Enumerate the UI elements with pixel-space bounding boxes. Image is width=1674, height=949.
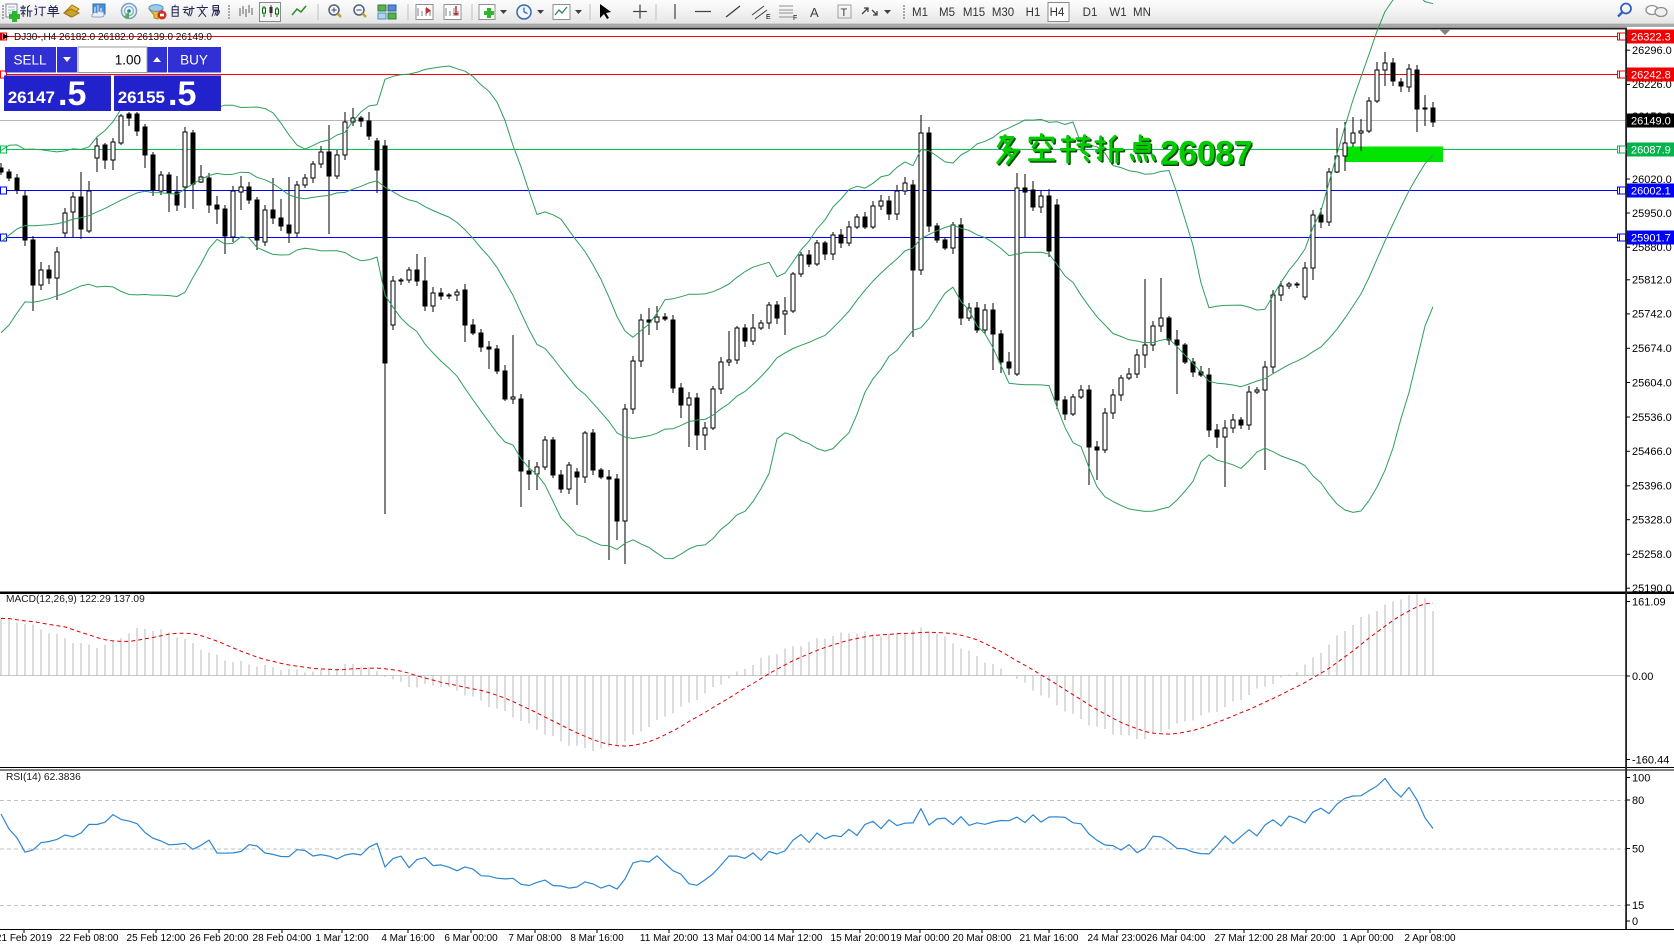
svg-text:2 Apr 08:00: 2 Apr 08:00 xyxy=(1404,933,1456,944)
svg-text:15: 15 xyxy=(1632,900,1644,912)
svg-text:0: 0 xyxy=(1632,916,1638,928)
svg-text:-160.44: -160.44 xyxy=(1632,754,1669,766)
svg-text:25880.0: 25880.0 xyxy=(1632,242,1672,254)
svg-text:8 Mar 16:00: 8 Mar 16:00 xyxy=(570,933,624,944)
svg-text:100: 100 xyxy=(1632,772,1650,784)
svg-text:26149.0: 26149.0 xyxy=(1631,116,1671,128)
svg-text:26 Feb 20:00: 26 Feb 20:00 xyxy=(190,933,249,944)
svg-text:4 Mar 16:00: 4 Mar 16:00 xyxy=(381,933,435,944)
svg-text:24 Mar 23:00: 24 Mar 23:00 xyxy=(1088,933,1147,944)
svg-text:H1: H1 xyxy=(1026,7,1041,19)
svg-text:SELL: SELL xyxy=(13,53,47,68)
svg-text:1.00: 1.00 xyxy=(115,53,141,68)
svg-text:E: E xyxy=(766,14,771,21)
svg-text:26087: 26087 xyxy=(1162,136,1254,174)
svg-text:26020.0: 26020.0 xyxy=(1632,174,1672,186)
svg-text:H4: H4 xyxy=(1050,7,1065,19)
svg-text:M30: M30 xyxy=(992,7,1014,19)
svg-text:26087: 26087 xyxy=(1160,135,1252,173)
svg-text:25328.0: 25328.0 xyxy=(1632,515,1672,527)
svg-text:25674.0: 25674.0 xyxy=(1632,343,1672,355)
svg-text:50: 50 xyxy=(1632,843,1644,855)
svg-text:25190.0: 25190.0 xyxy=(1632,583,1672,595)
svg-text:D1: D1 xyxy=(1083,7,1098,19)
svg-text:161.09: 161.09 xyxy=(1632,596,1666,608)
svg-text:26002.1: 26002.1 xyxy=(1631,186,1671,198)
svg-text:F: F xyxy=(793,15,797,22)
svg-text:25536.0: 25536.0 xyxy=(1632,412,1672,424)
svg-text:MACD(12,26,9) 122.29 137.09: MACD(12,26,9) 122.29 137.09 xyxy=(6,594,145,605)
svg-text:DJ30-,H4 26182.0 26182.0 2613: DJ30-,H4 26182.0 26182.0 26139.0 26149.0 xyxy=(14,32,212,43)
svg-text:26226.0: 26226.0 xyxy=(1632,79,1672,91)
svg-text:25901.7: 25901.7 xyxy=(1631,233,1671,245)
svg-text:19 Mar 00:00: 19 Mar 00:00 xyxy=(891,933,950,944)
svg-text:28 Mar 20:00: 28 Mar 20:00 xyxy=(1277,933,1336,944)
svg-text:11 Mar 20:00: 11 Mar 20:00 xyxy=(640,933,699,944)
svg-text:26242.8: 26242.8 xyxy=(1631,70,1671,82)
svg-text:20 Mar 08:00: 20 Mar 08:00 xyxy=(953,933,1012,944)
svg-text:26 Mar 04:00: 26 Mar 04:00 xyxy=(1147,933,1206,944)
svg-text:21 Feb 2019: 21 Feb 2019 xyxy=(0,933,53,944)
svg-text:25258.0: 25258.0 xyxy=(1632,549,1672,561)
svg-text:RSI(14) 62.3836: RSI(14) 62.3836 xyxy=(6,772,81,783)
svg-text:MN: MN xyxy=(1133,7,1151,19)
svg-text:6 Mar 00:00: 6 Mar 00:00 xyxy=(444,933,498,944)
svg-text:15 Mar 20:00: 15 Mar 20:00 xyxy=(831,933,890,944)
svg-text:A: A xyxy=(810,5,819,20)
svg-text:25466.0: 25466.0 xyxy=(1632,446,1672,458)
svg-text:25950.0: 25950.0 xyxy=(1632,208,1672,220)
svg-text:22 Feb 08:00: 22 Feb 08:00 xyxy=(60,933,119,944)
svg-text:25604.0: 25604.0 xyxy=(1632,377,1672,389)
svg-text:21 Mar 16:00: 21 Mar 16:00 xyxy=(1020,933,1079,944)
svg-text:26155: 26155 xyxy=(118,88,165,107)
svg-text:28 Feb 04:00: 28 Feb 04:00 xyxy=(253,933,312,944)
svg-text:M15: M15 xyxy=(963,7,985,19)
svg-text:26322.3: 26322.3 xyxy=(1631,32,1671,44)
svg-text:26296.0: 26296.0 xyxy=(1632,45,1672,57)
svg-text:27 Mar 12:00: 27 Mar 12:00 xyxy=(1215,933,1274,944)
svg-text:1 Apr 00:00: 1 Apr 00:00 xyxy=(1342,933,1394,944)
svg-text:26087.9: 26087.9 xyxy=(1631,145,1671,157)
svg-text:0.00: 0.00 xyxy=(1632,671,1653,683)
svg-text:.5: .5 xyxy=(58,75,86,113)
svg-text:26147: 26147 xyxy=(8,88,55,107)
svg-text:M5: M5 xyxy=(939,7,955,19)
svg-text:.5: .5 xyxy=(168,75,196,113)
svg-text:7 Mar 08:00: 7 Mar 08:00 xyxy=(508,933,562,944)
svg-text:1 Mar 12:00: 1 Mar 12:00 xyxy=(315,933,369,944)
svg-text:W1: W1 xyxy=(1109,7,1126,19)
svg-text:25396.0: 25396.0 xyxy=(1632,481,1672,493)
svg-text:13 Mar 04:00: 13 Mar 04:00 xyxy=(703,933,762,944)
svg-text:25742.0: 25742.0 xyxy=(1632,309,1672,321)
svg-text:BUY: BUY xyxy=(180,53,208,68)
svg-text:80: 80 xyxy=(1632,795,1644,807)
svg-text:14 Mar 12:00: 14 Mar 12:00 xyxy=(764,933,823,944)
svg-text:T: T xyxy=(841,7,848,19)
svg-text:M1: M1 xyxy=(912,7,928,19)
svg-text:25 Feb 12:00: 25 Feb 12:00 xyxy=(127,933,186,944)
svg-text:25812.0: 25812.0 xyxy=(1632,275,1672,287)
